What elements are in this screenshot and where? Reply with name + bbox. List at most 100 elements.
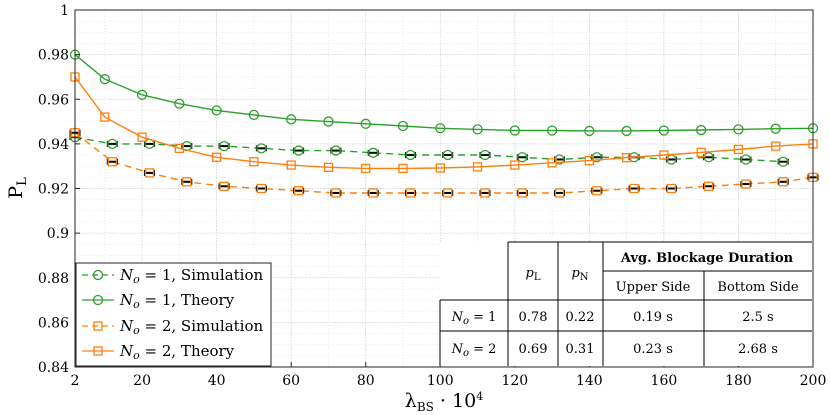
data-point: [547, 158, 557, 168]
legend-item-1: No = 1, Simulation: [82, 266, 263, 286]
legend-label-3: No = 2, Simulation: [119, 317, 263, 337]
data-point: [182, 177, 192, 187]
table-row-2-upper: 0.23 s: [633, 342, 673, 357]
data-point: [592, 186, 602, 196]
data-point: [211, 105, 222, 116]
legend-marker-4: [93, 346, 103, 356]
data-point: [629, 183, 639, 194]
series-line-4: [74, 76, 814, 170]
series-layer: [69, 49, 819, 198]
table-row-1-bottom: 2.5 s: [742, 310, 773, 325]
legend-marker-3: [93, 321, 103, 331]
data-point: [472, 162, 483, 172]
data-point: [330, 145, 342, 156]
data-point: [696, 124, 707, 136]
data-point: [778, 156, 789, 167]
table-row-2-pl: 0.69: [519, 342, 548, 357]
data-point: [510, 160, 520, 170]
legend-marker-2: [92, 294, 104, 306]
summary-table: pL pN Avg. Blockage Duration Upper Side …: [439, 241, 812, 366]
data-point: [658, 125, 670, 136]
data-point: [256, 143, 267, 154]
data-point: [368, 188, 378, 198]
data-point: [509, 125, 520, 136]
table-row-2-pn: 0.31: [566, 342, 595, 357]
table-row-1-label: No = 1: [451, 310, 497, 327]
data-point: [621, 153, 632, 163]
y-tick-label: 0.96: [38, 92, 69, 108]
data-point: [733, 144, 744, 155]
x-tick-label: 60: [282, 373, 300, 389]
data-point: [137, 132, 147, 142]
data-point: [517, 152, 528, 163]
table-row-2-bottom: 2.68 s: [738, 342, 778, 357]
y-tick-label: 0.94: [38, 137, 69, 153]
data-point: [293, 145, 304, 156]
data-point: [107, 157, 117, 167]
x-tick-label: 80: [357, 373, 375, 389]
data-point: [741, 179, 751, 189]
data-point: [584, 155, 595, 166]
x-tick-label: 120: [501, 373, 528, 389]
legend-item-4: No = 2, Theory: [82, 342, 235, 362]
legend-box: [75, 262, 272, 367]
data-point: [361, 163, 371, 174]
x-tick-label: 160: [651, 373, 678, 389]
data-point: [286, 160, 296, 170]
data-point: [144, 168, 155, 178]
data-point: [360, 118, 371, 129]
data-point: [435, 123, 446, 134]
data-point: [703, 181, 714, 191]
table-sub-bottom: Bottom Side: [717, 280, 798, 295]
table-group-header: Avg. Blockage Duration: [620, 251, 794, 266]
data-point: [100, 112, 110, 122]
data-point: [405, 149, 416, 161]
data-point: [591, 152, 602, 163]
y-tick-label: 0.92: [38, 182, 69, 198]
series-line-2: [74, 54, 814, 132]
data-point: [397, 120, 409, 132]
legend-label-4: No = 2, Theory: [119, 342, 235, 362]
table-row-1-pl: 0.78: [519, 310, 548, 325]
data-point: [584, 125, 595, 137]
data-point: [771, 141, 781, 151]
data-point: [218, 140, 230, 152]
x-tick-label: 140: [576, 373, 603, 389]
data-point: [256, 183, 267, 194]
data-point: [323, 162, 334, 172]
x-ticks: 2 20 40 60 80 100 120 140 160 180 200: [71, 362, 826, 389]
legend-item-3: No = 2, Simulation: [82, 317, 263, 337]
data-point: [472, 124, 483, 135]
legend: No = 1, Simulation No = 1, Theory No = 2…: [75, 262, 272, 367]
data-point: [219, 181, 229, 191]
legend-label-1: No = 1, Simulation: [119, 266, 263, 286]
data-point: [778, 177, 788, 187]
data-point: [517, 188, 527, 198]
data-point: [554, 188, 565, 198]
data-point: [136, 89, 148, 100]
y-tick-label: 1: [60, 3, 69, 19]
data-point: [659, 150, 669, 160]
legend-marker-1: [92, 269, 104, 281]
data-point: [666, 183, 677, 194]
data-point: [249, 157, 259, 167]
data-point: [331, 188, 341, 198]
data-point: [286, 114, 297, 125]
table-sub-upper: Upper Side: [616, 280, 691, 295]
legend-item-2: No = 1, Theory: [82, 291, 235, 311]
data-point: [405, 188, 416, 198]
data-point: [480, 188, 490, 198]
data-point: [733, 124, 744, 135]
data-point: [703, 152, 714, 163]
x-axis-label: λBS · 104: [405, 390, 483, 414]
data-point: [696, 147, 706, 158]
data-point: [546, 125, 558, 136]
y-tick-label: 0.84: [38, 360, 69, 376]
data-point: [248, 109, 260, 121]
x-tick-label: 20: [133, 373, 151, 389]
data-point: [442, 149, 453, 161]
legend-label-2: No = 1, Theory: [119, 291, 235, 311]
data-point: [398, 163, 408, 174]
data-point: [435, 163, 445, 173]
x-tick-label: 180: [725, 373, 752, 389]
